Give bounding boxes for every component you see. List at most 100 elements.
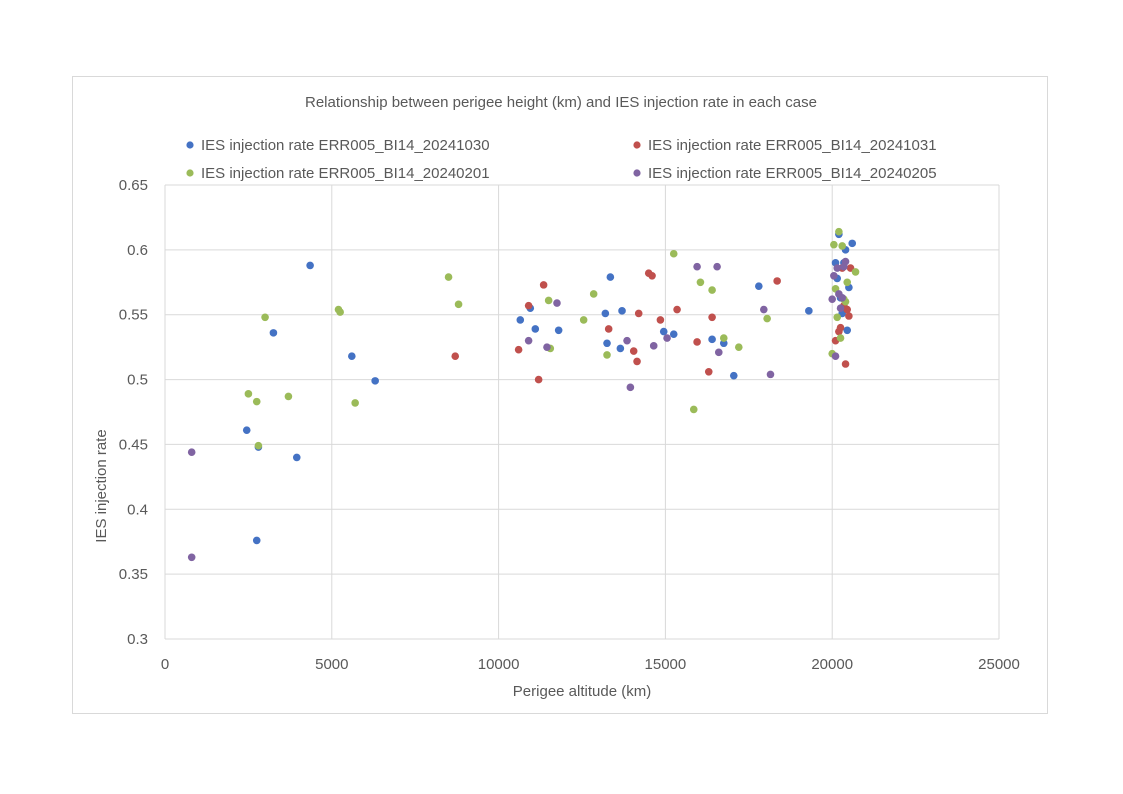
data-point bbox=[534, 375, 543, 384]
legend-item-2: IES injection rate ERR005_BI14_20241031 bbox=[633, 137, 937, 154]
data-point bbox=[604, 325, 613, 333]
data-point bbox=[833, 313, 842, 322]
gridlines bbox=[164, 184, 1000, 640]
legend-label-2: IES injection rate ERR005_BI14_20241031 bbox=[648, 137, 937, 154]
legend-marker-1 bbox=[186, 141, 194, 149]
data-point bbox=[351, 399, 359, 407]
data-point bbox=[693, 262, 701, 271]
data-point bbox=[843, 326, 852, 335]
data-point bbox=[371, 377, 379, 385]
data-point bbox=[755, 282, 763, 290]
data-point bbox=[601, 309, 610, 318]
data-point bbox=[833, 264, 842, 272]
data-point bbox=[554, 326, 563, 335]
data-point bbox=[524, 336, 533, 345]
data-point bbox=[848, 239, 857, 248]
series-4 bbox=[187, 257, 850, 562]
data-point bbox=[269, 329, 278, 337]
legend-marker-2 bbox=[633, 141, 641, 149]
chart-area: Relationship between perigee height (km)… bbox=[72, 76, 1048, 714]
data-point bbox=[693, 338, 701, 346]
x-tick-label: 5000 bbox=[315, 656, 348, 673]
data-point bbox=[760, 305, 768, 314]
data-point bbox=[704, 367, 713, 376]
data-point bbox=[514, 345, 523, 354]
y-tick-label: 0.35 bbox=[119, 566, 148, 583]
y-tick-label: 0.55 bbox=[119, 307, 148, 324]
data-point bbox=[830, 272, 838, 280]
data-point bbox=[763, 314, 771, 323]
data-point bbox=[244, 390, 253, 398]
data-point bbox=[729, 371, 738, 380]
data-point bbox=[708, 286, 716, 294]
x-tick-label: 15000 bbox=[645, 656, 687, 673]
data-point bbox=[851, 268, 860, 276]
data-point bbox=[336, 308, 344, 316]
data-point bbox=[843, 278, 852, 287]
legend-label-4: IES injection rate ERR005_BI14_20240205 bbox=[648, 165, 937, 182]
data-point bbox=[618, 307, 626, 315]
legend: IES injection rate ERR005_BI14_20241030 … bbox=[186, 137, 937, 182]
legend-marker-4 bbox=[633, 169, 641, 177]
data-point bbox=[543, 343, 551, 351]
data-point bbox=[708, 313, 716, 322]
data-point bbox=[252, 397, 261, 406]
data-point bbox=[836, 304, 845, 313]
y-axis-ticks: 0.3 0.35 0.4 0.45 0.5 0.55 0.6 0.65 bbox=[119, 177, 148, 648]
series-3 bbox=[244, 227, 860, 450]
legend-item-3: IES injection rate ERR005_BI14_20240201 bbox=[186, 165, 490, 182]
data-point bbox=[713, 262, 721, 271]
data-point bbox=[828, 295, 836, 303]
data-point bbox=[348, 352, 356, 361]
data-point bbox=[669, 330, 678, 338]
x-tick-label: 10000 bbox=[478, 656, 520, 673]
data-point bbox=[673, 305, 681, 314]
data-point bbox=[838, 242, 847, 250]
data-point bbox=[766, 370, 775, 379]
data-points bbox=[187, 227, 860, 562]
data-point bbox=[835, 227, 843, 236]
x-axis-title: Perigee altitude (km) bbox=[513, 683, 651, 700]
data-point bbox=[603, 339, 611, 348]
data-point bbox=[663, 334, 671, 342]
y-tick-label: 0.4 bbox=[127, 501, 148, 518]
data-point bbox=[444, 273, 453, 281]
series-1 bbox=[242, 230, 857, 545]
data-point bbox=[773, 277, 781, 285]
data-point bbox=[589, 290, 598, 298]
data-point bbox=[187, 553, 196, 562]
data-point bbox=[454, 300, 463, 309]
data-point bbox=[836, 323, 845, 332]
data-point bbox=[714, 348, 723, 357]
legend-label-3: IES injection rate ERR005_BI14_20240201 bbox=[201, 165, 490, 182]
data-point bbox=[187, 448, 196, 457]
data-point bbox=[831, 352, 840, 361]
data-point bbox=[649, 342, 658, 350]
data-point bbox=[841, 360, 850, 368]
x-tick-label: 20000 bbox=[811, 656, 853, 673]
data-point bbox=[836, 334, 845, 342]
data-point bbox=[689, 405, 698, 414]
data-point bbox=[843, 305, 852, 314]
x-axis-ticks: 0 5000 10000 15000 20000 25000 bbox=[161, 656, 1020, 673]
x-tick-label: 0 bbox=[161, 656, 169, 673]
data-point bbox=[579, 316, 588, 324]
data-point bbox=[252, 536, 261, 545]
data-point bbox=[708, 335, 716, 344]
data-point bbox=[633, 357, 641, 366]
data-point bbox=[626, 383, 635, 392]
scatter-chart: Relationship between perigee height (km)… bbox=[93, 94, 1020, 700]
chart-title: Relationship between perigee height (km)… bbox=[305, 94, 817, 111]
data-point bbox=[629, 347, 638, 355]
y-tick-label: 0.45 bbox=[119, 436, 148, 453]
y-tick-label: 0.5 bbox=[127, 372, 148, 389]
data-point bbox=[292, 453, 301, 462]
legend-item-1: IES injection rate ERR005_BI14_20241030 bbox=[186, 137, 490, 154]
data-point bbox=[845, 312, 853, 320]
data-point bbox=[734, 343, 743, 351]
y-tick-label: 0.6 bbox=[127, 242, 148, 259]
data-point bbox=[539, 281, 548, 289]
y-tick-label: 0.3 bbox=[127, 631, 148, 648]
data-point bbox=[531, 325, 540, 333]
data-point bbox=[606, 273, 615, 281]
